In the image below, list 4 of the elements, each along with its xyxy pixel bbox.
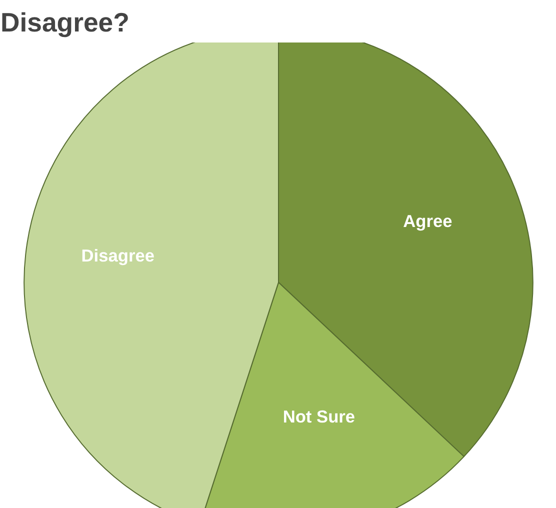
slice-label: Disagree — [81, 245, 155, 266]
slice-label: Agree — [403, 211, 453, 232]
chart-title: Disagree? — [0, 8, 130, 38]
slice-label: Not Sure — [282, 406, 356, 426]
